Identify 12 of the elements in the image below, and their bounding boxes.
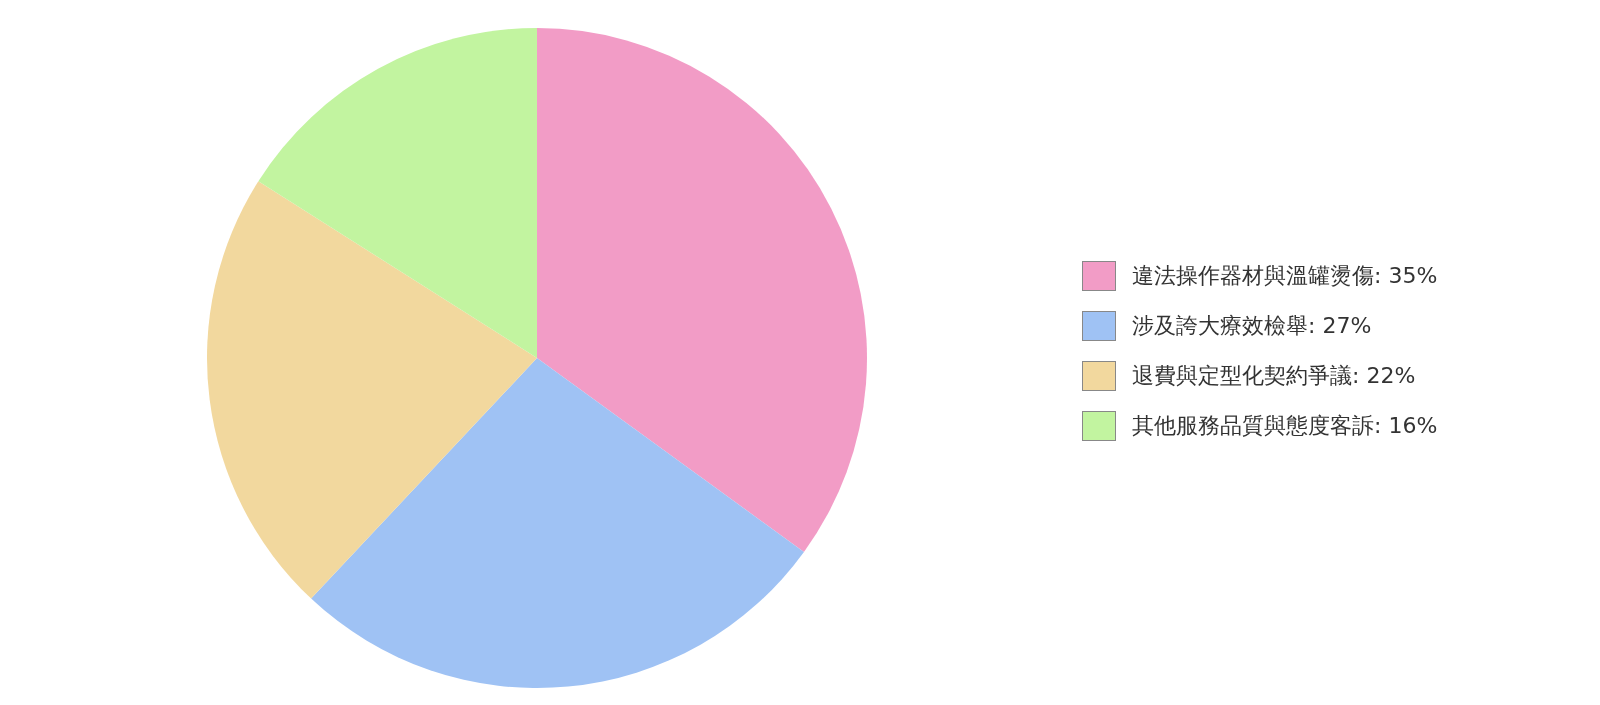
legend-label: 退費與定型化契約爭議 xyxy=(1132,362,1352,388)
data-label: : 27% xyxy=(1308,312,1372,338)
data-label: : 22% xyxy=(1352,362,1416,388)
legend-label: 涉及誇大療效檢舉 xyxy=(1132,312,1308,338)
legend-label: 其他服務品質與態度客訴 xyxy=(1132,412,1374,438)
pie-slice xyxy=(207,181,537,599)
legend-label: 違法操作器材與溫罐燙傷 xyxy=(1132,262,1374,288)
pie-slice xyxy=(311,358,804,688)
data-label: : 35% xyxy=(1374,262,1438,288)
data-label: : 16% xyxy=(1374,412,1438,438)
pie-slice xyxy=(537,28,867,552)
pie-slice xyxy=(258,28,537,358)
